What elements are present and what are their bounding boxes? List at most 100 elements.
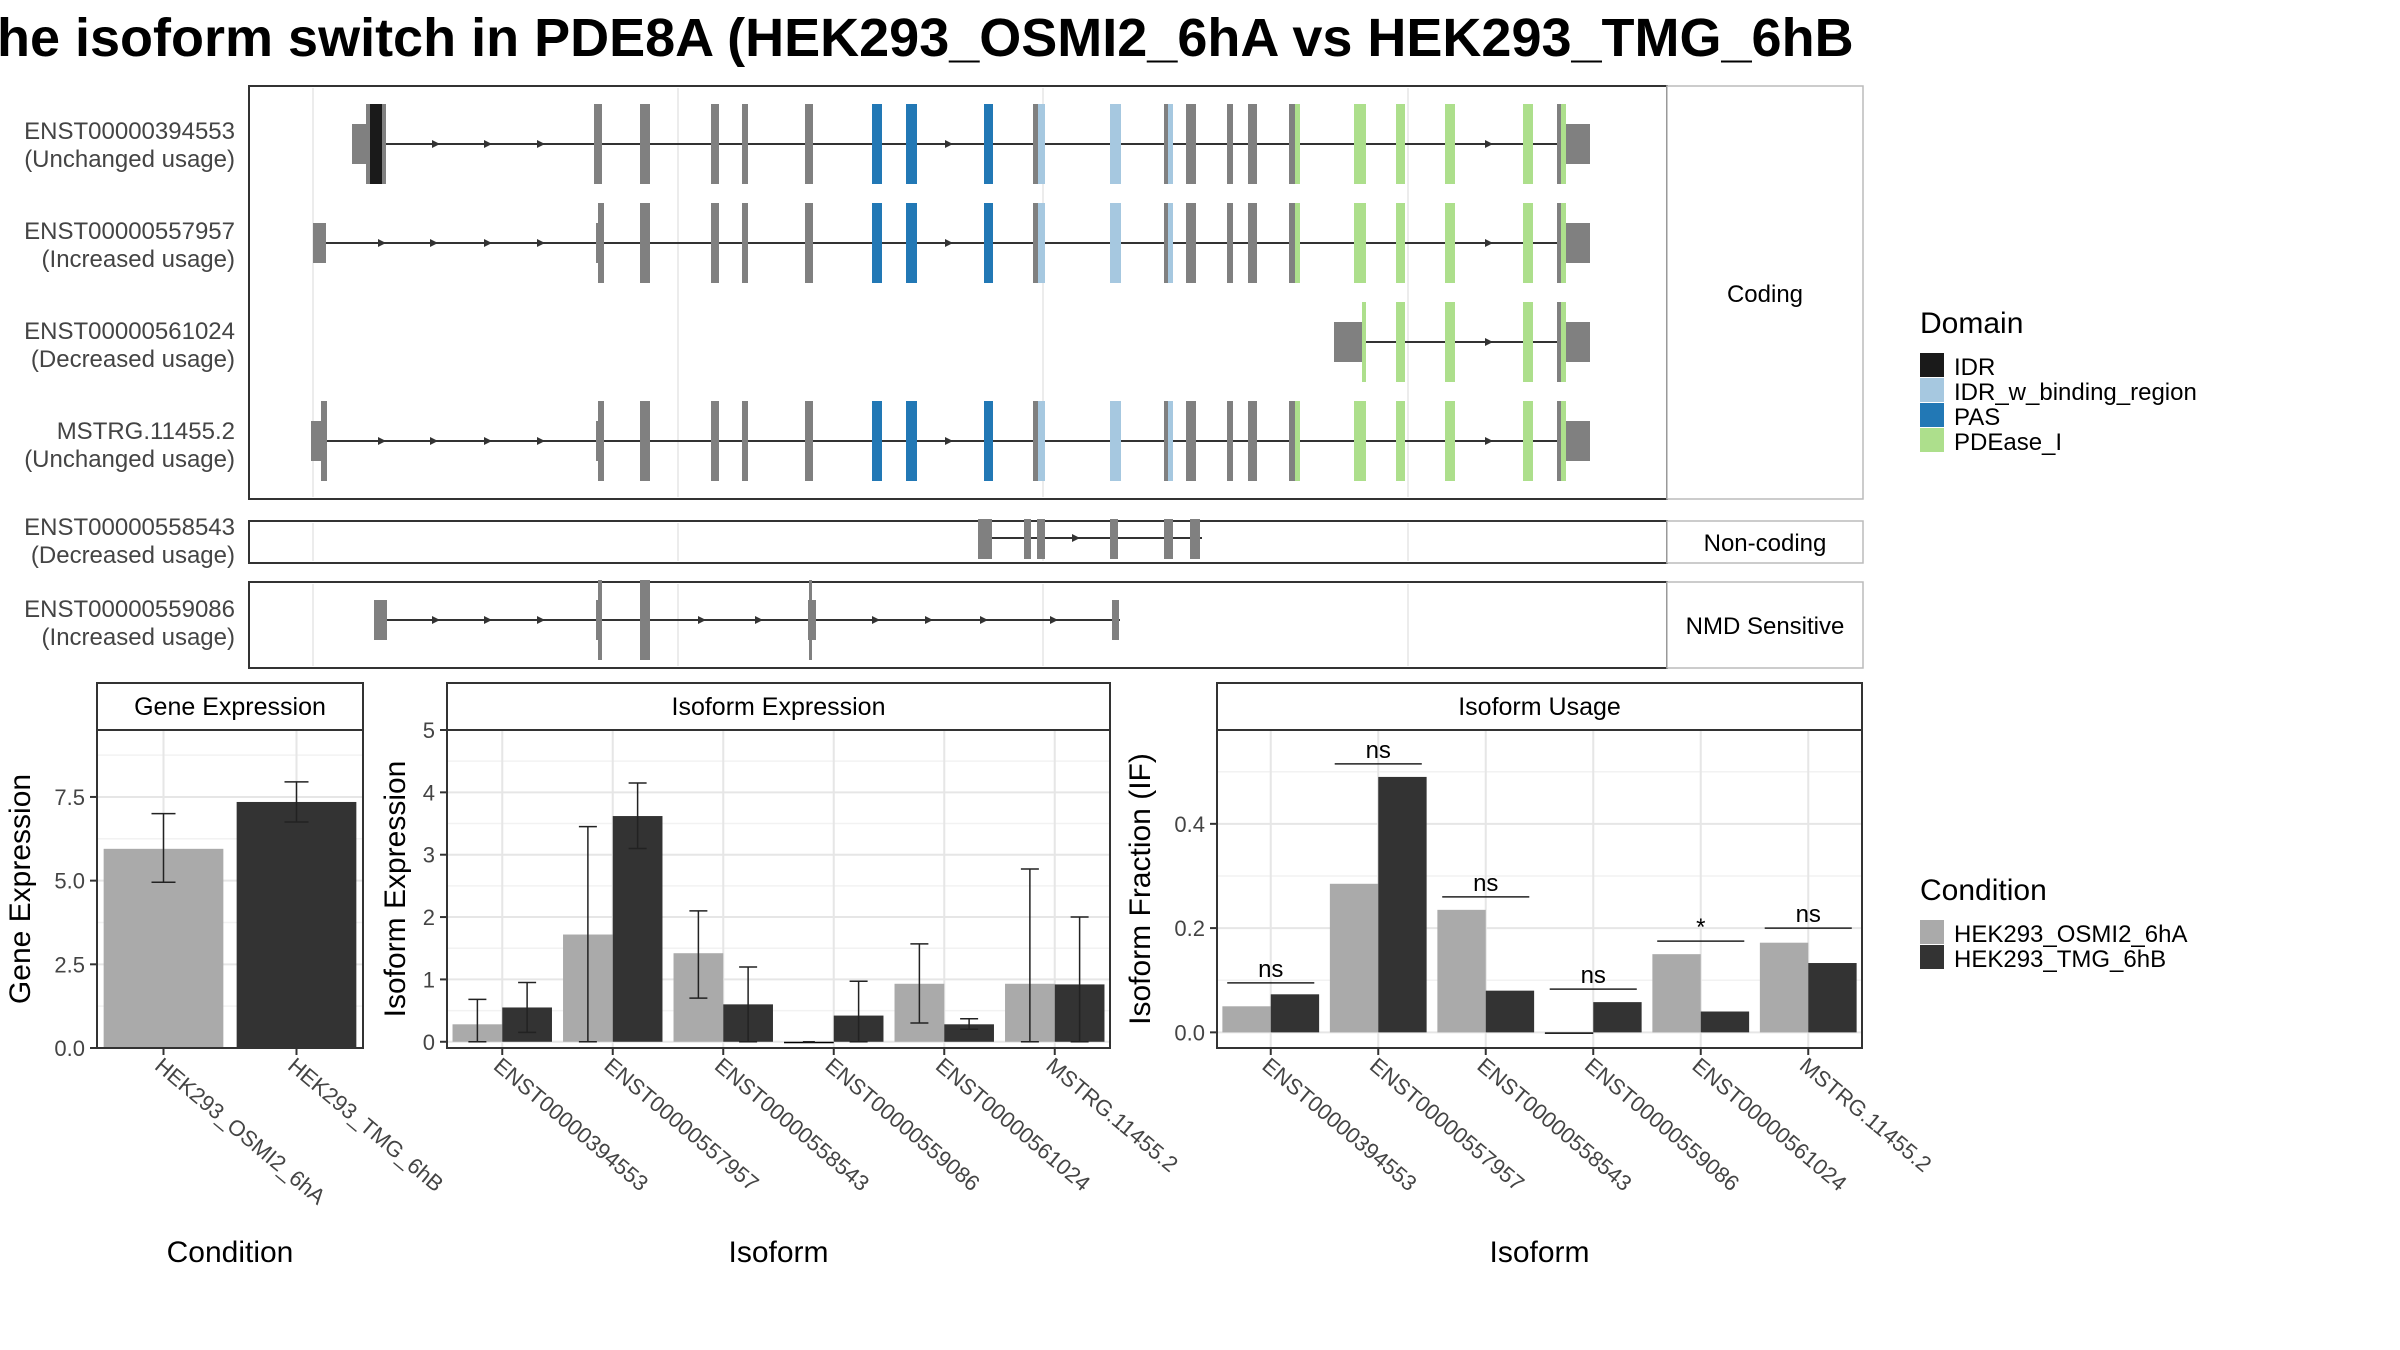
legend-swatch (1920, 403, 1944, 427)
row-label-usage: (Decreased usage) (31, 346, 235, 373)
bar (1222, 1006, 1271, 1033)
coding-facet-label: Coding (1727, 281, 1803, 308)
panel-title: Isoform Usage (1458, 693, 1621, 721)
isoform-expression-panel: Isoform Expression012345ENST00000394553E… (379, 682, 1183, 1269)
y-tick-label: 0.0 (1174, 1020, 1205, 1045)
y-axis-title: Isoform Expression (379, 761, 412, 1018)
bar (1593, 1002, 1642, 1033)
noncoding-facet-strip (1666, 520, 1864, 564)
plot-border (1216, 729, 1863, 1049)
plot-border (446, 729, 1111, 1049)
significance-label: * (1696, 914, 1705, 941)
nmd-facet-label: NMD Sensitive (1686, 613, 1845, 640)
row-label-id: MSTRG.11455.2 (57, 418, 235, 445)
significance-label: ns (1796, 901, 1821, 928)
y-tick-label: 0.2 (1174, 916, 1205, 941)
legend-swatch (1920, 945, 1944, 969)
row-label-id: ENST00000558543 (24, 514, 235, 541)
bar (1700, 1011, 1750, 1033)
bar (1544, 1032, 1594, 1034)
y-tick-label: 5 (423, 718, 435, 743)
x-axis-title: Isoform (1489, 1236, 1589, 1269)
row-label-id: ENST00000559086 (24, 596, 235, 623)
plot-area (447, 730, 1110, 1048)
row-label-id: ENST00000394553 (24, 118, 235, 145)
legend-label: PAS (1954, 404, 2000, 431)
row-label-usage: (Decreased usage) (31, 542, 235, 569)
plot-area (1217, 730, 1862, 1048)
transcript-track (374, 580, 1120, 660)
legend-swatch (1920, 378, 1944, 402)
panel-strip (1216, 682, 1863, 731)
nmd-facet-panel (248, 581, 1668, 669)
y-tick-label: 7.5 (54, 785, 85, 810)
significance-label: ns (1258, 956, 1283, 983)
domain-legend: Domain IDR IDR_w_binding_region PAS PDEa… (1920, 307, 2197, 456)
panel-title: Gene Expression (134, 693, 326, 721)
legend-swatch (1920, 353, 1944, 377)
bar (1759, 942, 1809, 1033)
legend-label: IDR_w_binding_region (1954, 379, 2197, 406)
bar (1378, 776, 1427, 1033)
transcript-track (1334, 302, 1590, 382)
y-axis-title: Gene Expression (4, 774, 37, 1004)
bar (236, 801, 357, 1048)
row-label-usage: (Increased usage) (42, 246, 235, 273)
legend-swatch (1920, 428, 1944, 452)
y-tick-label: 0 (423, 1030, 435, 1055)
noncoding-facet-label: Non-coding (1704, 530, 1827, 557)
row-label-id: ENST00000561024 (24, 318, 235, 345)
significance-label: ns (1473, 870, 1498, 897)
y-tick-label: 4 (423, 780, 435, 805)
coding-facet-strip (1666, 85, 1864, 500)
legend-label: PDEase_I (1954, 429, 2062, 456)
legend-label: IDR (1954, 354, 1995, 381)
noncoding-facet-panel (248, 520, 1668, 564)
y-tick-label: 2.5 (54, 952, 85, 977)
structure-panel: Coding Non-coding NMD Sensitive ENST0000… (24, 85, 1864, 669)
row-label-id: ENST00000557957 (24, 218, 235, 245)
gene-expression-panel: Gene Expression0.02.55.07.5HEK293_OSMI2_… (4, 682, 448, 1269)
panel-strip (446, 682, 1111, 731)
bar (944, 1024, 994, 1042)
y-tick-label: 0.0 (54, 1036, 85, 1061)
legend-title: Condition (1920, 874, 2047, 907)
transcript-track (978, 519, 1202, 559)
bar (1270, 994, 1320, 1033)
y-tick-label: 1 (423, 967, 435, 992)
bar (1437, 909, 1486, 1033)
row-label-usage: (Unchanged usage) (24, 146, 235, 173)
x-axis-title: Isoform (728, 1236, 828, 1269)
significance-label: ns (1581, 962, 1606, 989)
bar (1485, 990, 1535, 1033)
panel-strip (96, 682, 364, 731)
figure-title: he isoform switch in PDE8A (HEK293_OSMI2… (0, 8, 1854, 68)
y-tick-label: 5.0 (54, 869, 85, 894)
legend-label: HEK293_OSMI2_6hA (1954, 921, 2187, 948)
y-axis-title: Isoform Fraction (IF) (1124, 753, 1157, 1025)
transcript-track (311, 401, 1590, 481)
transcript-row-labels: ENST00000394553 (Unchanged usage) ENST00… (24, 118, 235, 651)
panel-title: Isoform Expression (672, 693, 886, 721)
legend-label: HEK293_TMG_6hB (1954, 946, 2166, 973)
row-label-usage: (Increased usage) (42, 624, 235, 651)
bar (1652, 954, 1701, 1033)
y-tick-label: 0.4 (1174, 812, 1205, 837)
x-axis-title: Condition (167, 1236, 294, 1269)
y-tick-label: 2 (423, 905, 435, 930)
y-tick-label: 3 (423, 843, 435, 868)
legend-swatch (1920, 920, 1944, 944)
bar (1329, 883, 1379, 1033)
significance-label: ns (1366, 737, 1391, 764)
plot-border (96, 729, 364, 1049)
legend-title: Domain (1920, 307, 2023, 340)
bar (1808, 963, 1857, 1033)
transcript-track (352, 104, 1590, 184)
bar (612, 816, 663, 1042)
condition-legend: Condition HEK293_OSMI2_6hA HEK293_TMG_6h… (1920, 874, 2187, 973)
row-label-usage: (Unchanged usage) (24, 446, 235, 473)
transcript-track (313, 203, 1590, 283)
coding-facet-panel (248, 85, 1668, 500)
